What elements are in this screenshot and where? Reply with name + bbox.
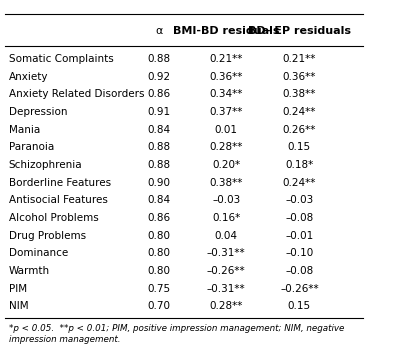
Text: 0.24**: 0.24** [283,177,316,188]
Text: BMI-BD residuals: BMI-BD residuals [173,26,280,36]
Text: α: α [155,26,162,36]
Text: 0.18*: 0.18* [285,160,314,170]
Text: –0.26**: –0.26** [207,266,246,276]
Text: Warmth: Warmth [9,266,50,276]
Text: 0.36**: 0.36** [283,72,316,82]
Text: 0.04: 0.04 [215,231,238,240]
Text: Somatic Complaints: Somatic Complaints [9,54,114,64]
Text: 0.21**: 0.21** [210,54,243,64]
Text: Dominance: Dominance [9,248,68,258]
Text: Anxiety: Anxiety [9,72,48,82]
Text: Alcohol Problems: Alcohol Problems [9,213,98,223]
Text: 0.28**: 0.28** [210,142,243,152]
Text: 0.80: 0.80 [147,266,170,276]
Text: 0.37**: 0.37** [210,107,243,117]
Text: 0.75: 0.75 [147,284,170,294]
Text: 0.38**: 0.38** [283,89,316,99]
Text: PIM: PIM [9,284,27,294]
Text: –0.08: –0.08 [285,266,314,276]
Text: 0.26**: 0.26** [283,125,316,135]
Text: 0.38**: 0.38** [210,177,243,188]
Text: 0.88: 0.88 [147,142,170,152]
Text: 0.84: 0.84 [147,195,170,205]
Text: 0.84: 0.84 [147,125,170,135]
Text: –0.10: –0.10 [285,248,314,258]
Text: 0.36**: 0.36** [210,72,243,82]
Text: Anxiety Related Disorders: Anxiety Related Disorders [9,89,144,99]
Text: 0.01: 0.01 [215,125,238,135]
Text: Borderline Features: Borderline Features [9,177,111,188]
Text: –0.31**: –0.31** [207,284,246,294]
Text: 0.24**: 0.24** [283,107,316,117]
Text: 0.34**: 0.34** [210,89,243,99]
Text: Depression: Depression [9,107,67,117]
Text: 0.20*: 0.20* [212,160,240,170]
Text: 0.88: 0.88 [147,54,170,64]
Text: Paranoia: Paranoia [9,142,54,152]
Text: Mania: Mania [9,125,40,135]
Text: NIM: NIM [9,301,28,311]
Text: *p < 0.05.  **p < 0.01; PIM, positive impression management; NIM, negative
impre: *p < 0.05. **p < 0.01; PIM, positive imp… [9,325,344,344]
Text: –0.08: –0.08 [285,213,314,223]
Text: 0.90: 0.90 [147,177,170,188]
Text: 0.88: 0.88 [147,160,170,170]
Text: 0.86: 0.86 [147,213,170,223]
Text: BD- EP residuals: BD- EP residuals [248,26,351,36]
Text: 0.80: 0.80 [147,231,170,240]
Text: Antisocial Features: Antisocial Features [9,195,108,205]
Text: 0.70: 0.70 [147,301,170,311]
Text: 0.86: 0.86 [147,89,170,99]
Text: –0.26**: –0.26** [280,284,319,294]
Text: 0.21**: 0.21** [283,54,316,64]
Text: Drug Problems: Drug Problems [9,231,86,240]
Text: 0.92: 0.92 [147,72,170,82]
Text: 0.16*: 0.16* [212,213,240,223]
Text: 0.28**: 0.28** [210,301,243,311]
Text: 0.91: 0.91 [147,107,170,117]
Text: Schizophrenia: Schizophrenia [9,160,82,170]
Text: 0.80: 0.80 [147,248,170,258]
Text: 0.15: 0.15 [288,142,311,152]
Text: –0.31**: –0.31** [207,248,246,258]
Text: 0.15: 0.15 [288,301,311,311]
Text: –0.01: –0.01 [285,231,314,240]
Text: –0.03: –0.03 [285,195,314,205]
Text: –0.03: –0.03 [212,195,240,205]
